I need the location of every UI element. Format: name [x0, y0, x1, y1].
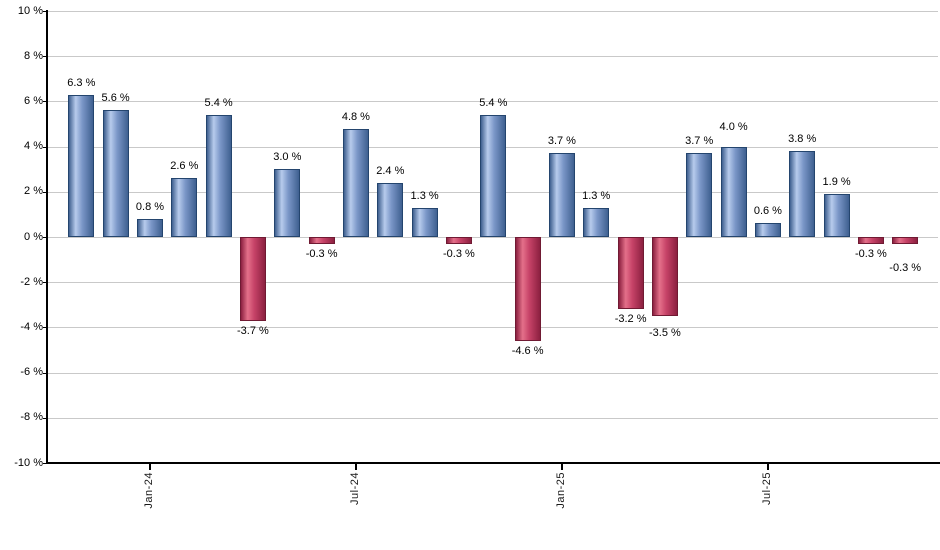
y-axis-tick [43, 146, 47, 148]
x-axis-tick [149, 464, 151, 470]
bar-value-label: 0.8 % [135, 200, 165, 213]
gridline--8 [48, 417, 938, 419]
gridline-8 [48, 56, 938, 58]
y-axis-tick-label: 10 % [17, 4, 43, 17]
bar [823, 194, 850, 237]
bar-value-label: 2.6 % [170, 160, 199, 173]
y-axis-tick [43, 417, 47, 419]
gridline-10 [48, 11, 938, 12]
y-axis-tick-label: -10 % [14, 456, 43, 469]
bar [583, 207, 610, 237]
y-axis-tick-label: 4 % [24, 140, 43, 153]
y-axis-tick-label: -6 % [20, 366, 43, 379]
x-axis-tick [766, 464, 769, 470]
bar [445, 237, 472, 244]
bar [720, 146, 747, 237]
bar [754, 223, 781, 237]
bar-value-label: 3.8 % [788, 133, 817, 146]
x-axis-tick-label: Jan-25 [554, 472, 567, 509]
gridline--4 [48, 327, 938, 329]
y-axis-tick [43, 101, 47, 103]
bar-value-label: -0.3 % [889, 261, 922, 274]
bar [274, 169, 301, 237]
x-axis-tick-label: Jan-24 [143, 472, 155, 509]
y-axis-tick [43, 11, 47, 12]
y-axis-tick [43, 237, 47, 238]
bar [411, 207, 438, 237]
bar [617, 237, 644, 310]
gridline--6 [48, 372, 938, 374]
y-axis-tick [43, 282, 47, 284]
bar [377, 182, 404, 237]
bar-value-label: 5.4 % [204, 97, 233, 109]
bar [239, 237, 266, 321]
bar-value-label: 5.6 % [101, 92, 130, 105]
x-axis-tick [560, 464, 563, 470]
y-axis-tick-label: 2 % [24, 185, 43, 198]
x-axis-tick-label: Jul-25 [760, 472, 773, 505]
bar [171, 178, 198, 237]
y-axis-tick-label: -2 % [20, 275, 43, 288]
bar-value-label: 6.3 % [67, 76, 96, 89]
y-axis-tick-label: 0 % [24, 230, 43, 243]
bar [686, 153, 713, 237]
x-axis-line [46, 462, 940, 464]
bar [480, 115, 507, 237]
gridline-0 [48, 237, 938, 238]
bar [205, 115, 232, 237]
bar-value-label: 3.7 % [547, 135, 576, 148]
bar-value-label: 4.0 % [719, 121, 748, 134]
x-axis-tick-label: Jul-24 [348, 472, 361, 505]
bar-value-label: -3.5 % [648, 327, 681, 340]
bar-value-label: -0.3 % [305, 247, 338, 260]
y-axis-tick-label: -8 % [20, 411, 43, 424]
bar-value-label: -0.3 % [854, 247, 887, 260]
bar-value-label: 2.4 % [376, 164, 405, 177]
bar-value-label: 1.3 % [410, 189, 439, 202]
y-axis-tick-label: 8 % [24, 49, 43, 62]
bar-value-label: 1.3 % [582, 189, 611, 202]
bar [308, 237, 335, 244]
gridline--2 [48, 282, 938, 284]
bar [857, 237, 884, 244]
bar [892, 237, 919, 244]
y-axis-tick [43, 372, 47, 374]
y-axis-tick-label: 6 % [24, 94, 43, 107]
bar-value-label: 4.8 % [341, 110, 370, 123]
bar-value-label: -3.7 % [236, 324, 269, 337]
y-axis-tick [43, 56, 47, 58]
bar [651, 237, 678, 317]
bar [342, 128, 369, 237]
bar-value-label: 0.6 % [753, 205, 782, 218]
bar [548, 153, 575, 237]
x-axis-tick [354, 464, 357, 470]
bar-value-label: 3.0 % [273, 151, 302, 164]
y-axis-tick [43, 327, 47, 329]
bar-value-label: 5.4 % [479, 97, 508, 109]
bar-value-label: -3.2 % [614, 313, 647, 326]
bar [137, 218, 163, 237]
bar-value-label: 1.9 % [822, 176, 851, 189]
y-axis-tick [43, 463, 47, 464]
bar [68, 94, 95, 237]
bar [514, 237, 541, 341]
y-axis-tick-label: -4 % [20, 320, 43, 333]
gridline-6 [48, 101, 938, 103]
bar-value-label: -4.6 % [511, 345, 544, 357]
bar-value-label: -0.3 % [442, 247, 475, 260]
y-axis-line [46, 10, 48, 464]
bar [102, 110, 129, 237]
bar-value-label: 3.7 % [685, 135, 714, 148]
y-axis-tick [43, 191, 47, 193]
bar [789, 151, 816, 237]
